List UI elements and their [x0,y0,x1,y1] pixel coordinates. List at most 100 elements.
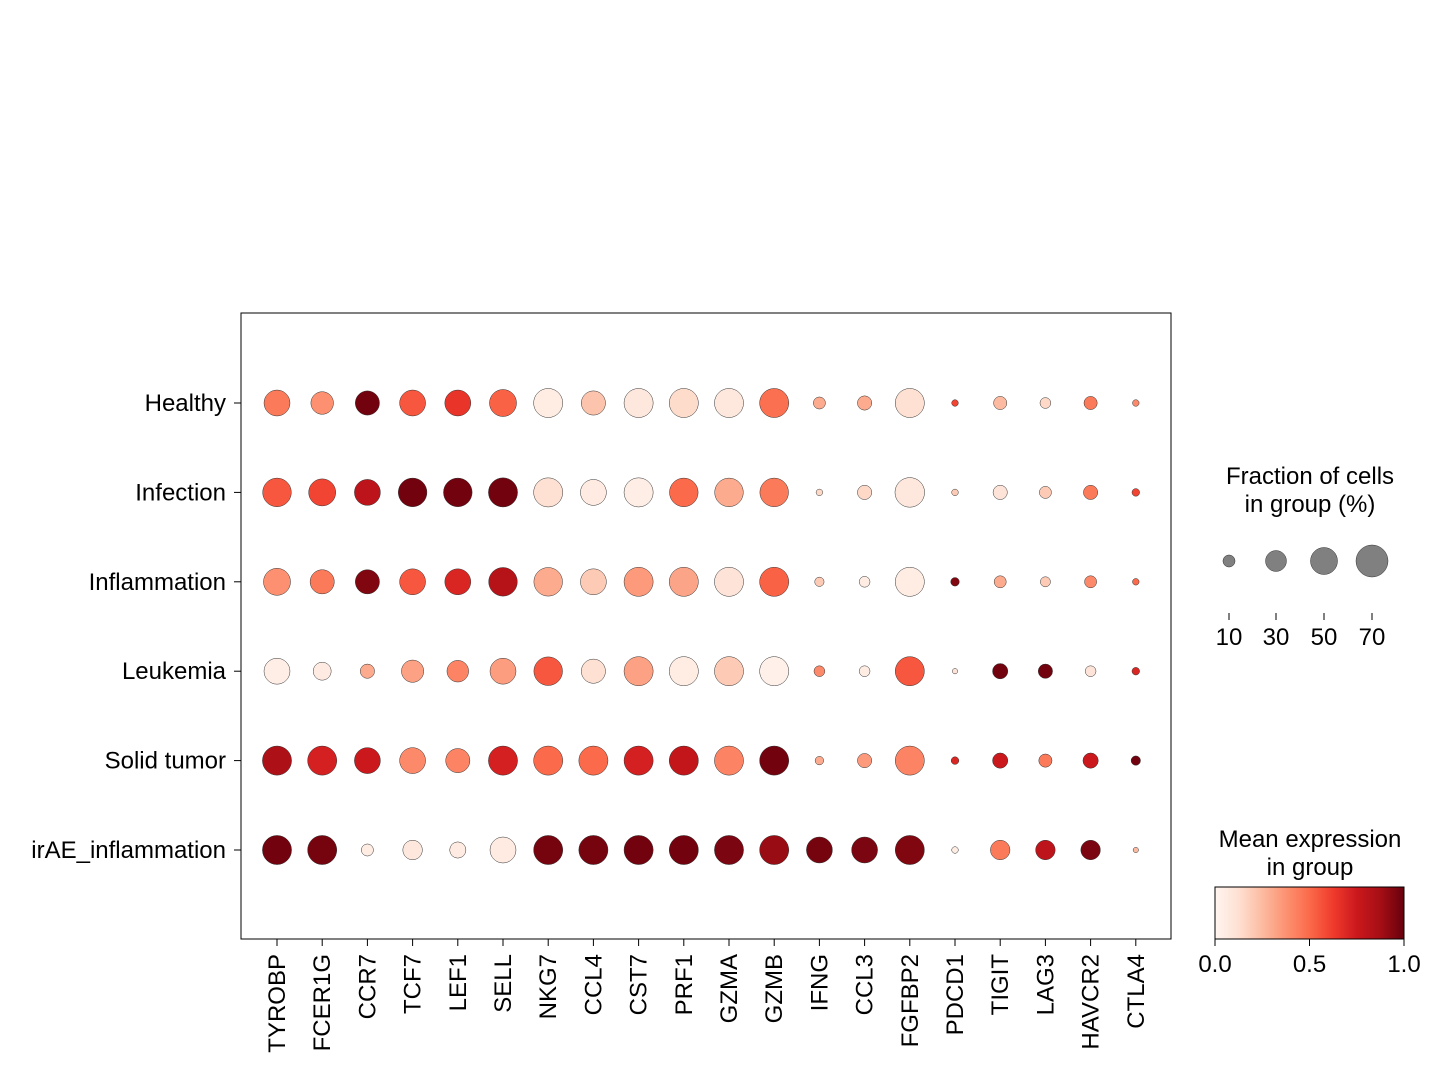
dot [759,656,790,687]
dot [668,656,699,687]
dot [581,390,606,416]
dot [533,656,563,686]
dot [354,479,381,506]
dot [668,745,699,776]
dot [669,477,699,507]
dot [759,745,790,776]
dot [488,745,518,776]
dot [851,836,878,864]
dot [489,389,517,417]
dot [813,665,826,677]
col-label: CCR7 [354,954,381,1019]
col-label: FCER1G [309,954,336,1051]
dot [894,566,925,597]
size-legend-dot [1265,550,1287,572]
dot [443,477,473,507]
dot [445,748,471,773]
dot [815,488,823,496]
dot [488,477,518,508]
col-label: SELL [490,954,517,1013]
col-label: CCL3 [852,954,879,1015]
dot [857,753,873,769]
dot [668,566,699,597]
dot [814,756,824,766]
dot [623,477,654,508]
size-legend-label: 10 [1216,624,1243,651]
col-label: GZMA [716,954,743,1023]
size-legend-dot [1355,544,1389,578]
size-legend-title-line1: Fraction of cells [1226,463,1394,490]
dot [402,840,423,860]
size-legend-label: 70 [1359,624,1386,651]
dot [263,389,291,417]
dot [759,835,790,865]
col-label: PDCD1 [942,954,969,1035]
dot [714,477,744,507]
row-labels: Healthy Infection Inflammation Leukemia Soli… [31,390,241,864]
dot [894,835,925,865]
dot [1130,755,1141,766]
dot [399,389,426,417]
col-label: HAVCR2 [1078,954,1105,1050]
dot [580,568,607,596]
size-legend-label: 50 [1311,624,1338,651]
dot [489,836,517,864]
size-legend-dot [1222,554,1236,568]
dot [714,566,744,597]
dot [355,390,380,416]
dot [894,745,925,776]
dot [1040,576,1051,588]
dot [446,660,469,683]
dot [533,567,563,597]
dot [1131,488,1140,497]
dot [1083,484,1099,500]
dot [262,835,292,865]
dot [533,388,564,418]
dots [262,388,1141,865]
dot [952,668,958,675]
dot [857,484,873,500]
dot [578,835,609,865]
dot [993,396,1008,410]
color-legend-title-line2: in group [1267,854,1354,881]
size-legend-dot [1310,547,1338,575]
dot [488,567,518,597]
dot [1038,753,1053,768]
col-label: NKG7 [535,954,562,1019]
dot [262,745,292,776]
dot [312,661,332,681]
dot [951,846,959,854]
dot [813,396,826,410]
dot [578,745,609,776]
col-label: LAG3 [1032,954,1059,1015]
dot [444,389,472,417]
dot [444,568,472,596]
size-legend-title-line2: in group (%) [1245,491,1376,518]
col-label: TCF7 [400,954,427,1014]
size-legend-label: 30 [1263,624,1290,651]
dot [951,399,959,407]
col-label: CST7 [626,954,653,1015]
dot [401,659,425,683]
dot [307,745,338,776]
col-label: PRF1 [671,954,698,1015]
dot [533,745,564,776]
dot [950,577,960,587]
row-label: Inflammation [89,569,226,596]
color-legend: Mean expression in group 0.0 0.5 1.0 [1198,826,1420,978]
colorbar-tick-label: 0.5 [1293,951,1326,978]
dot [951,488,959,496]
col-label: LEF1 [445,954,472,1011]
dot [894,656,925,687]
dot [1132,399,1140,407]
dot [623,656,654,687]
row-label: Infection [135,479,226,506]
dot [992,663,1009,680]
dot [399,747,426,774]
dot [806,836,833,864]
dot [533,835,564,865]
dot [1132,847,1139,853]
col-label: IFNG [806,954,833,1011]
dot [489,657,517,685]
dot [1083,396,1098,410]
